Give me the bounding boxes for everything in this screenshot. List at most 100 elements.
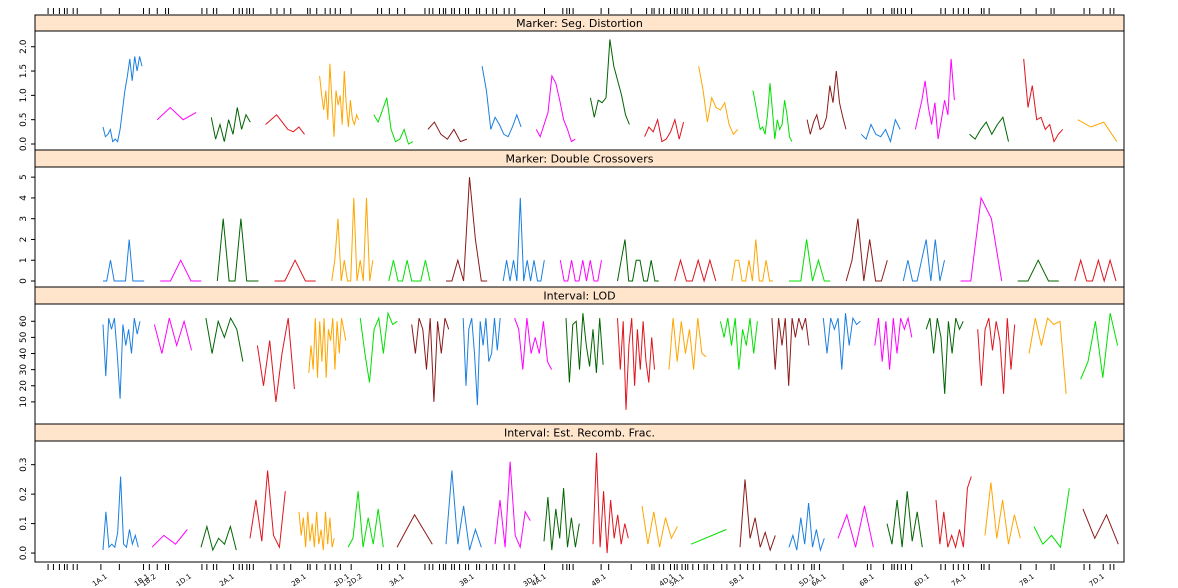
x-tick-label: 1D.1: [175, 572, 193, 588]
series-line: [674, 258, 717, 283]
series-line: [535, 74, 576, 143]
panel-3: Interval: LOD 10 20 30 40 50 60: [19, 286, 1125, 425]
y-tick-label: 2: [19, 237, 29, 243]
x-tick-label: 4B.1: [590, 573, 608, 588]
series-line: [200, 524, 237, 552]
x-tick-label: 7D.1: [1088, 572, 1106, 588]
series-line: [446, 177, 488, 282]
series-line: [319, 63, 360, 137]
series-line: [874, 316, 913, 370]
series-line: [256, 318, 295, 402]
series-line: [298, 511, 335, 551]
y-tick-label: 0.1: [19, 516, 29, 530]
y-tick-label: 30: [19, 364, 29, 376]
y-tick-label: 1.5: [19, 64, 29, 78]
series-line: [789, 239, 831, 282]
series-line: [565, 313, 604, 383]
series-line: [388, 260, 431, 282]
series-line: [1033, 488, 1070, 549]
series-line: [1080, 313, 1119, 380]
y-tick-label: 20: [19, 380, 29, 392]
series-line: [641, 505, 678, 548]
series-line: [1082, 508, 1119, 545]
series-line: [788, 502, 825, 553]
series-line: [151, 529, 188, 548]
series-line: [984, 482, 1021, 545]
series-line: [494, 461, 531, 550]
series-line: [690, 529, 727, 545]
series-line: [914, 58, 955, 140]
series-line: [1074, 258, 1117, 283]
panel-frame: [34, 30, 1125, 151]
y-tick-label: 5: [19, 174, 29, 180]
y-tick-label: 0.5: [19, 113, 29, 127]
series-line: [977, 317, 1016, 394]
series-line: [837, 505, 874, 548]
series-line: [969, 116, 1009, 142]
series-line: [589, 39, 630, 125]
series-line: [347, 491, 384, 548]
series-line: [559, 260, 602, 282]
series-line: [359, 311, 398, 383]
series-line: [514, 317, 553, 370]
y-tick-label: 0.0: [19, 546, 29, 561]
y-tick-label: 0.2: [19, 487, 29, 501]
series-line: [935, 476, 972, 550]
series-line: [396, 513, 433, 548]
y-tick-label: 1.0: [19, 88, 29, 103]
series-line: [886, 491, 923, 548]
series-line: [925, 317, 964, 394]
series-line: [249, 470, 286, 549]
series-line: [160, 259, 202, 282]
y-tick-label: 3: [19, 216, 29, 222]
y-tick-label: 40: [19, 348, 29, 360]
series-line: [445, 470, 482, 551]
x-tick-label: 1A.1: [91, 573, 109, 588]
x-tick-label: 2D.2: [346, 572, 364, 588]
series-line: [102, 317, 141, 399]
series-line: [860, 118, 901, 144]
series-line: [1023, 58, 1064, 143]
y-tick-label: 0.0: [19, 137, 29, 152]
series-line: [543, 488, 580, 551]
x-tick-label: 2A.1: [218, 573, 236, 588]
panel-2: Marker: Double Crossovers 0 1 2 3 4 5: [19, 149, 1125, 288]
x-tick-label: 2B.1: [290, 573, 308, 588]
series-line: [274, 259, 316, 282]
series-line: [205, 316, 244, 362]
series-line: [427, 121, 468, 143]
series-line: [481, 66, 522, 138]
panel-4: Interval: Est. Recomb. Frac. 0.0 0.1 0.2 0.3: [19, 423, 1125, 563]
series-line: [1028, 317, 1067, 394]
y-tick-label: 2.0: [19, 39, 29, 54]
series-line: [462, 317, 501, 406]
series-line: [153, 317, 192, 354]
series-line: [210, 107, 251, 142]
x-tick-label: 7B.1: [1018, 573, 1036, 588]
x-tick-label: 5B.1: [728, 573, 746, 588]
panel-title: Interval: LOD: [543, 290, 615, 303]
series-line: [373, 97, 414, 145]
panel-frame: [34, 166, 1125, 288]
chart-panels: Marker: Seg. Distortion0.00.51.01.52.0Ma…: [19, 14, 1125, 563]
x-tick-labels: 1A.1 1B.11B.2 1D.1 2A.1 2B.1 2D.12D.2 3A.1 3B.1…: [91, 572, 1106, 588]
series-line: [731, 239, 773, 282]
panel-title: Interval: Est. Recomb. Frac.: [504, 427, 655, 440]
series-line: [1077, 119, 1118, 142]
series-line: [502, 197, 545, 282]
series-line: [739, 479, 776, 552]
panel-frame: [34, 440, 1125, 563]
series-line: [308, 318, 347, 378]
y-tick-label: 0: [19, 278, 29, 284]
y-tick-label: 50: [19, 331, 29, 343]
panel-1: Marker: Seg. Distortion 0.0 0.5 1.0 1.5 2.0: [19, 14, 1125, 152]
series-line: [331, 197, 374, 282]
y-tick-label: 0.3: [19, 458, 29, 472]
x-tick-label: 7A.1: [950, 573, 968, 588]
series-line: [1017, 259, 1059, 282]
y-tick-label: 4: [19, 195, 29, 201]
x-tick-label: 6D.1: [913, 572, 931, 588]
series-line: [592, 452, 629, 554]
series-line: [719, 318, 758, 370]
